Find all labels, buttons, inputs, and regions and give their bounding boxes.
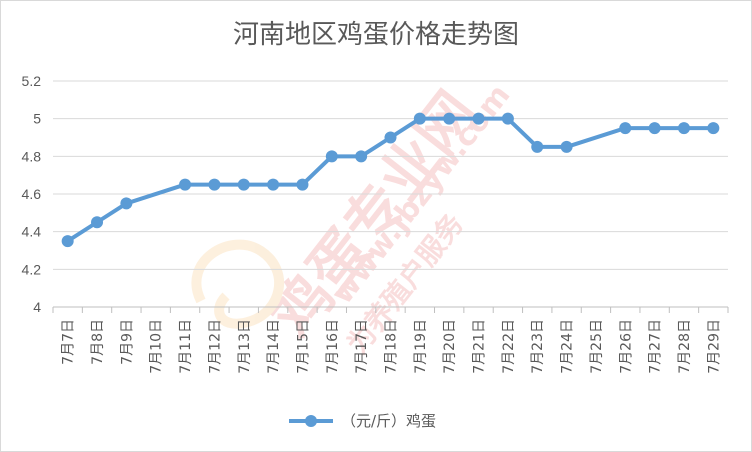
x-tick-label: 7月17日 xyxy=(354,319,370,374)
x-tick-label: 7月11日 xyxy=(178,319,194,374)
y-tick-label: 4.4 xyxy=(22,224,42,240)
y-tick-label: 5 xyxy=(33,111,41,127)
legend-label: （元/斤）鸡蛋 xyxy=(341,412,436,430)
x-tick-label: 7月19日 xyxy=(413,319,429,374)
y-tick-label: 4.2 xyxy=(22,261,42,277)
y-axis-ticks: 4 4.2 4.4 4.6 4.8 5 5.2 xyxy=(22,73,42,315)
x-tick-label: 7月26日 xyxy=(618,319,634,374)
data-point xyxy=(531,140,544,153)
data-point xyxy=(267,178,280,191)
data-point xyxy=(237,178,250,191)
x-tick-label: 7月16日 xyxy=(325,319,341,374)
chart-title: 河南地区鸡蛋价格走势图 xyxy=(233,20,519,50)
data-point xyxy=(325,150,338,163)
x-tick-label: 7月12日 xyxy=(207,319,223,374)
data-point xyxy=(648,122,661,135)
data-point xyxy=(296,178,309,191)
series xyxy=(61,112,720,248)
data-point xyxy=(472,112,485,125)
y-tick-label: 5.2 xyxy=(22,73,42,89)
y-tick-label: 4.6 xyxy=(22,186,42,202)
data-point xyxy=(91,216,104,229)
legend-marker-icon xyxy=(305,415,317,427)
data-point xyxy=(443,112,456,125)
watermark-swirl-icon xyxy=(191,239,284,329)
x-tick-label: 7月28日 xyxy=(677,319,693,374)
x-tick-label: 7月9日 xyxy=(119,319,135,365)
x-tick-label: 7月10日 xyxy=(149,319,165,374)
data-point xyxy=(384,131,397,144)
x-tick-label: 7月25日 xyxy=(589,319,605,374)
y-tick-label: 4 xyxy=(33,299,41,315)
data-point xyxy=(61,235,74,248)
x-tick-label: 7月20日 xyxy=(442,319,458,374)
gridlines xyxy=(53,80,728,270)
data-point xyxy=(120,197,133,210)
x-axis-ticks: 7月7日 7月8日 7月9日 7月10日 7月11日 7月12日 7月13日 7月14日 7月1… xyxy=(52,307,729,374)
data-point xyxy=(501,112,514,125)
x-tick-label: 7月22日 xyxy=(501,319,517,374)
x-tick-label: 7月29日 xyxy=(706,319,722,374)
x-tick-label: 7月23日 xyxy=(530,319,546,374)
data-point xyxy=(677,122,690,135)
data-point xyxy=(208,178,221,191)
x-tick-label: 7月7日 xyxy=(61,319,77,365)
data-point xyxy=(619,122,632,135)
x-tick-label: 7月18日 xyxy=(384,319,400,374)
x-tick-label: 7月15日 xyxy=(295,319,311,374)
data-point xyxy=(413,112,426,125)
data-point xyxy=(707,122,720,135)
legend: （元/斤）鸡蛋 xyxy=(289,412,436,430)
x-tick-label: 7月21日 xyxy=(472,319,488,374)
x-tick-label: 7月13日 xyxy=(237,319,253,374)
y-tick-label: 4.8 xyxy=(22,148,42,164)
data-point xyxy=(179,178,192,191)
x-tick-label: 7月8日 xyxy=(90,319,106,365)
x-tick-label: 7月27日 xyxy=(648,319,664,374)
x-tick-label: 7月14日 xyxy=(266,319,282,374)
data-point xyxy=(560,140,573,153)
x-tick-label: 7月24日 xyxy=(560,319,576,374)
data-point xyxy=(355,150,368,163)
